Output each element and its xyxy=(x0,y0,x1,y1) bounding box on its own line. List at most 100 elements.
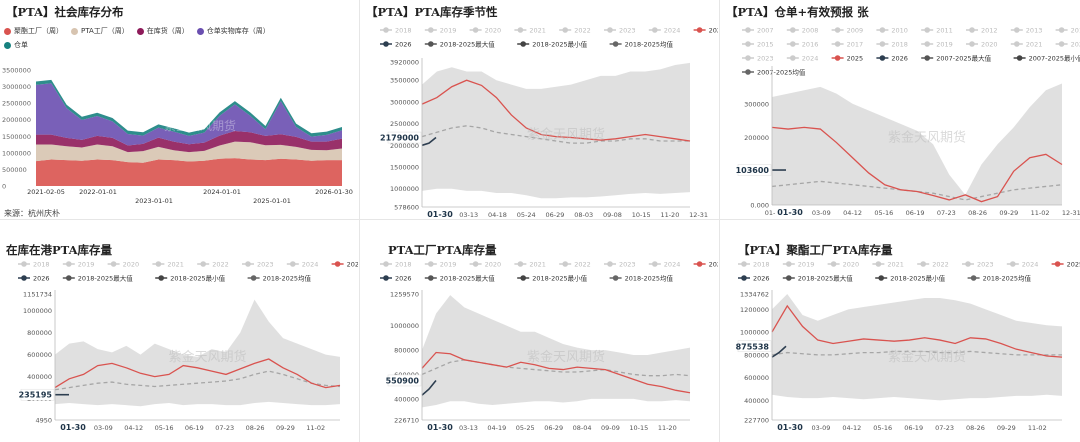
x-tick-label: 08-26 xyxy=(966,424,985,432)
legend-label: 2018-2025均值 xyxy=(983,274,1032,283)
legend-swatch-dot xyxy=(200,261,206,267)
row-divider xyxy=(0,219,1080,220)
legend-swatch-dot xyxy=(920,261,926,267)
x-tick-label: 05-16 xyxy=(155,424,174,432)
source-note: 来源：杭州庆朴 xyxy=(4,209,60,218)
legend-swatch xyxy=(4,27,11,35)
legend-swatch-dot xyxy=(66,275,72,281)
y-tick-label: 226710 xyxy=(394,417,419,425)
legend-swatch-dot xyxy=(875,261,882,267)
series-2025-line xyxy=(421,351,691,394)
legend-swatch-dot xyxy=(834,41,841,47)
legend-swatch-dot xyxy=(472,261,479,267)
area-series-1 xyxy=(36,158,342,186)
y-tick-label: 600000 xyxy=(744,374,769,382)
highlight-value: 550900 xyxy=(386,376,420,385)
y-tick-label: 1000000 xyxy=(2,149,31,157)
range-band xyxy=(55,299,340,407)
legend-swatch-dot xyxy=(745,55,751,61)
legend-label: 2026 xyxy=(891,55,908,63)
series-2025-line xyxy=(421,79,691,142)
x-tick-label: 05-24 xyxy=(517,211,536,219)
legend-swatch-dot xyxy=(1054,261,1061,267)
chart-area: 2007 2008 2009 2010 2011 2012 2013 2014 2015 2016… xyxy=(736,27,1080,218)
y-tick-label: 400000 xyxy=(744,397,769,405)
mean-line xyxy=(421,359,691,377)
y-tick-label: 1200000 xyxy=(740,306,769,314)
y-tick-label: 3000000 xyxy=(2,83,31,91)
legend-label: 2020 xyxy=(485,27,502,35)
legend-label: 2024 xyxy=(664,261,681,269)
x-tick-label: 09-08 xyxy=(603,211,622,219)
legend-swatch-dot xyxy=(562,261,568,267)
legend-label: 2021 xyxy=(1026,41,1043,49)
x-tick-label: 2026-01-30 xyxy=(315,188,353,196)
legend-label: 2022 xyxy=(932,261,949,269)
legend-label: 2010 xyxy=(891,27,908,35)
legend-swatch-dot xyxy=(1058,27,1065,33)
y-tick-label: 400000 xyxy=(394,395,419,403)
legend-item[interactable]: PTA工厂（周） xyxy=(71,24,129,38)
legend-swatch-dot xyxy=(612,275,619,281)
legend-swatch-dot xyxy=(745,41,751,47)
legend-swatch-dot xyxy=(741,261,747,267)
y-tick-label: 2500000 xyxy=(390,120,419,128)
legend-label: 2022 xyxy=(212,261,229,269)
legend-label: 2019 xyxy=(78,261,95,269)
legend-item[interactable]: 仓单实物库存（周） xyxy=(196,24,270,38)
chart-area: 2018 2019 2020 2021 2022 2023 2024 2025 2026 2018… xyxy=(18,261,358,432)
legend-swatch-dot xyxy=(520,275,526,281)
legend-swatch-dot xyxy=(110,261,117,267)
legend-swatch-dot xyxy=(428,27,434,33)
y-tick-label: 0 xyxy=(2,183,6,191)
legend-label: 2012 xyxy=(981,27,998,35)
x-tick-label: 08-03 xyxy=(574,211,593,219)
legend-swatch-dot xyxy=(517,261,524,267)
legend-swatch-dot xyxy=(830,261,837,267)
legend-label: 2019 xyxy=(936,41,953,49)
legend-item[interactable]: 聚酯工厂（周） xyxy=(4,24,63,38)
watermark: 紫金天风期货 xyxy=(164,118,236,133)
legend-label: 2025 xyxy=(1067,261,1080,269)
x-tick-label: 09-29 xyxy=(997,424,1016,432)
legend-label: 2022 xyxy=(574,261,591,269)
legend-label: 2020 xyxy=(981,41,998,49)
y-tick-label: 1151734 xyxy=(23,291,52,299)
legend-label: 2018-2025最大值 xyxy=(440,40,495,49)
legend-label: 2024 xyxy=(664,27,681,35)
legend-label: 2015 xyxy=(757,41,774,49)
chart-area: 3500000 3000000 2500000 2000000 1500000 10000… xyxy=(2,66,353,205)
panel-pta-seasonal: 【PTA】PTA库存季节性 2018 2019 2020 2021 2022 2023 20… xyxy=(360,0,718,219)
y-tick-label: 1334762 xyxy=(740,291,769,299)
y-tick-label: 2000000 xyxy=(390,142,419,150)
highlight-box xyxy=(737,164,772,176)
legend-swatch-dot xyxy=(652,261,658,267)
legend-swatch-dot xyxy=(741,275,747,281)
legend-swatch-dot xyxy=(383,27,389,33)
legend-label: 2026 xyxy=(33,275,50,283)
legend-swatch-dot xyxy=(924,27,930,33)
watermark: 紫金天风期货 xyxy=(888,349,966,365)
x-tick-label: 07-23 xyxy=(215,424,234,432)
panel-polyester-factory-inventory: 【PTA】聚酯工厂PTA库存量 2018 2019 2020 2021 2022 2023… xyxy=(720,220,1080,442)
range-band xyxy=(422,62,690,199)
legend-swatch-dot xyxy=(21,261,27,267)
legend-label: 2018 xyxy=(33,261,50,269)
x-tick-label: 07-23 xyxy=(937,209,956,217)
legend-item[interactable]: 仓单 xyxy=(4,38,28,52)
x-tick-label: 01-30 xyxy=(777,208,803,217)
watermark: 紫金天风期货 xyxy=(888,130,966,146)
legend-swatch-dot xyxy=(155,261,162,267)
y-tick-label: 2000000 xyxy=(2,116,31,124)
legend-swatch-dot xyxy=(834,55,841,61)
legend-swatch-dot xyxy=(1010,261,1016,267)
x-tick-label: 05-25 xyxy=(516,424,535,432)
x-tick-label: 11-02 xyxy=(1028,424,1047,432)
legend-label: 在库货（周） xyxy=(146,27,189,35)
legend-label: 2009 xyxy=(847,27,864,35)
series-2025-line xyxy=(771,126,1063,203)
legend-item[interactable]: 在库货（周） xyxy=(136,24,189,38)
x-tick-label: 11-20 xyxy=(660,211,679,219)
series-2025-line xyxy=(54,358,341,389)
legend-label: 2018 xyxy=(891,41,908,49)
